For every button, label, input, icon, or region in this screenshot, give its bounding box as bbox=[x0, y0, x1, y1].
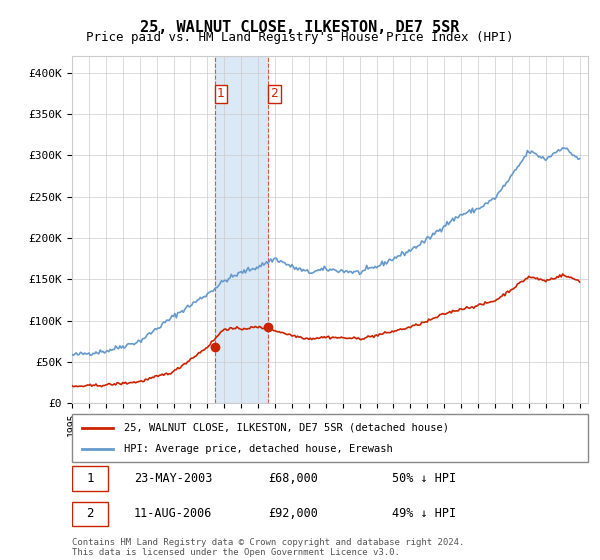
Text: HPI: Average price, detached house, Erewash: HPI: Average price, detached house, Erew… bbox=[124, 444, 392, 454]
FancyBboxPatch shape bbox=[72, 414, 588, 462]
Text: 2: 2 bbox=[86, 507, 94, 520]
Text: 50% ↓ HPI: 50% ↓ HPI bbox=[392, 472, 456, 485]
Text: Contains HM Land Registry data © Crown copyright and database right 2024.
This d: Contains HM Land Registry data © Crown c… bbox=[72, 538, 464, 557]
Text: 25, WALNUT CLOSE, ILKESTON, DE7 5SR (detached house): 25, WALNUT CLOSE, ILKESTON, DE7 5SR (det… bbox=[124, 423, 449, 433]
Text: 2: 2 bbox=[270, 87, 278, 100]
Text: 1: 1 bbox=[217, 87, 225, 100]
Text: 25, WALNUT CLOSE, ILKESTON, DE7 5SR: 25, WALNUT CLOSE, ILKESTON, DE7 5SR bbox=[140, 20, 460, 35]
FancyBboxPatch shape bbox=[72, 466, 108, 491]
Text: 11-AUG-2006: 11-AUG-2006 bbox=[134, 507, 212, 520]
Text: 49% ↓ HPI: 49% ↓ HPI bbox=[392, 507, 456, 520]
Bar bbox=[215, 56, 268, 403]
Text: Price paid vs. HM Land Registry's House Price Index (HPI): Price paid vs. HM Land Registry's House … bbox=[86, 31, 514, 44]
FancyBboxPatch shape bbox=[72, 502, 108, 526]
Text: 23-MAY-2003: 23-MAY-2003 bbox=[134, 472, 212, 485]
Text: 1: 1 bbox=[86, 472, 94, 485]
Text: £92,000: £92,000 bbox=[268, 507, 318, 520]
Text: £68,000: £68,000 bbox=[268, 472, 318, 485]
